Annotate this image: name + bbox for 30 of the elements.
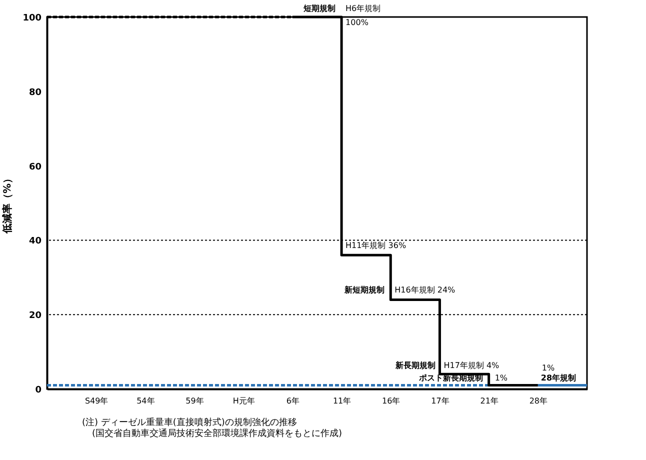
- annotation: 新短期規制: [344, 284, 385, 295]
- x-tick-label: 6年: [286, 396, 300, 406]
- x-tick-label: 17年: [431, 396, 450, 406]
- x-tick-label: H元年: [232, 396, 255, 406]
- text: (注) ディーゼル重量車(直接噴射式)の規制強化の推移: [82, 417, 297, 428]
- annotation: 1%: [542, 363, 555, 372]
- y-tick-label: 80: [28, 88, 42, 98]
- annotation: 28年規制: [540, 373, 576, 382]
- annotation: 新長期規制: [394, 360, 436, 370]
- annotation: H17年規制 4%: [444, 361, 500, 370]
- annotation: 1%: [494, 373, 508, 382]
- x-tick-label: 16年: [382, 396, 400, 406]
- x-tick-label: 59年: [186, 396, 204, 406]
- y-tick-label: 20: [28, 311, 42, 322]
- x-tick-label: 11年: [332, 396, 352, 406]
- annotation: 短期規制: [302, 4, 336, 13]
- y-tick-label: 100: [22, 14, 42, 24]
- y-tick-label: 40: [28, 236, 42, 247]
- x-tick-label: 54年: [136, 396, 155, 406]
- y-axis-title: 低減率（%）: [2, 173, 14, 235]
- annotation: H11年規制 36%: [346, 241, 406, 250]
- x-tick-label: S49年: [84, 396, 108, 406]
- annotation: 100%: [346, 18, 369, 27]
- y-tick-label: 0: [35, 386, 42, 396]
- annotation: H6年規制: [346, 4, 381, 13]
- x-tick-label: 28年: [529, 396, 548, 406]
- annotation: H16年規制 24%: [394, 286, 456, 295]
- text: (国交省自動車交通局技術安全部環境課作成資料をもとに作成): [92, 428, 342, 439]
- y-tick-label: 60: [28, 162, 42, 172]
- x-tick-label: 21年: [480, 396, 498, 406]
